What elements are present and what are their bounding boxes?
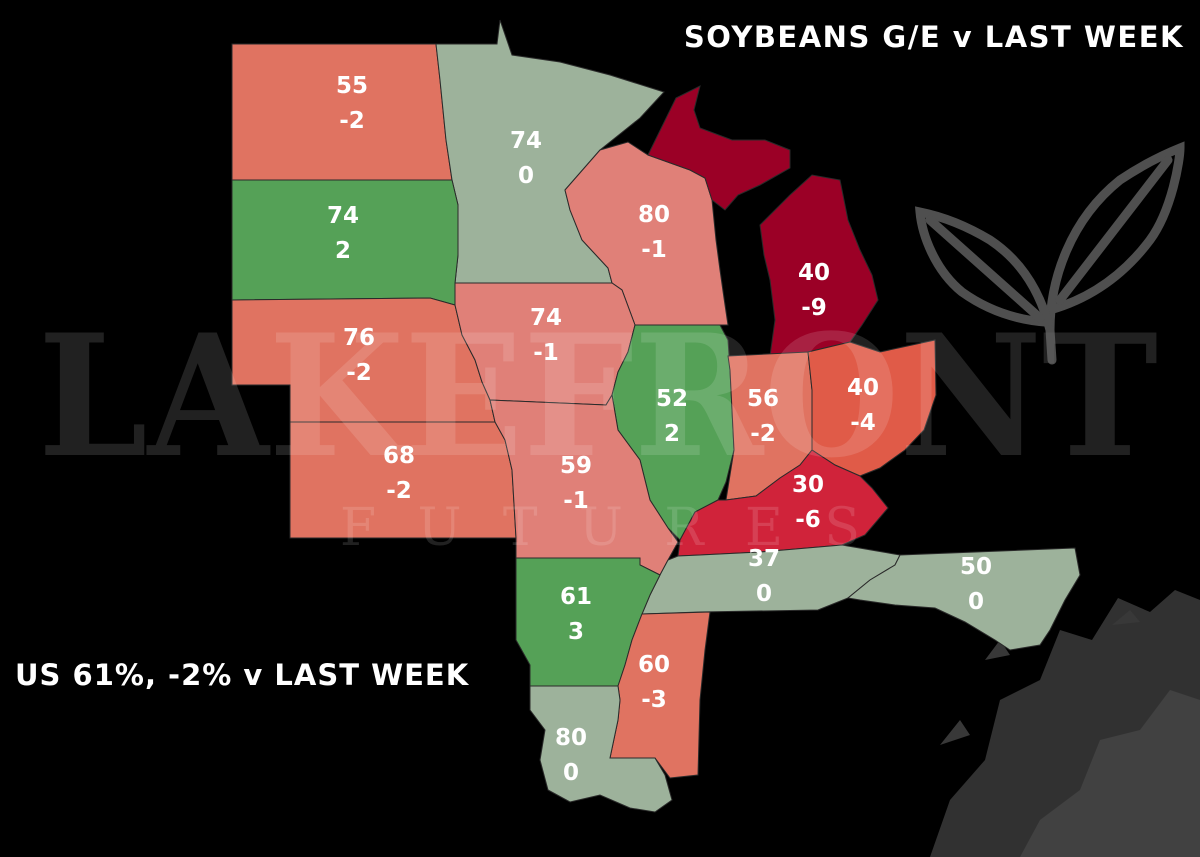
state-change-label-north-dakota: -2: [339, 108, 365, 134]
state-change-label-tennessee: 0: [756, 581, 772, 607]
state-ge-label-north-dakota: 55: [336, 73, 368, 99]
us-summary: US 61%, -2% v LAST WEEK: [15, 658, 470, 692]
state-north-carolina[interactable]: [846, 547, 1081, 651]
state-ge-label-arkansas: 61: [560, 584, 592, 610]
state-change-label-louisiana: 0: [563, 760, 579, 786]
leaf-logo-icon: [914, 141, 1185, 365]
state-ge-label-north-carolina: 50: [960, 554, 992, 580]
state-change-label-kansas: -2: [386, 478, 412, 504]
state-change-label-ohio: -4: [850, 410, 876, 436]
state-change-label-arkansas: 3: [568, 619, 584, 645]
state-wisconsin[interactable]: [564, 141, 729, 326]
state-change-label-wisconsin: -1: [641, 237, 667, 263]
state-ge-label-minnesota: 74: [510, 128, 542, 154]
state-change-label-south-dakota: 2: [335, 238, 351, 264]
state-ge-label-missouri: 59: [560, 453, 592, 479]
state-ge-label-kansas: 68: [383, 443, 415, 469]
state-ge-label-indiana: 56: [747, 386, 779, 412]
state-ge-label-mississippi: 60: [638, 652, 670, 678]
state-change-label-minnesota: 0: [518, 163, 534, 189]
watermark-sub: FUTURES: [340, 498, 860, 558]
state-change-label-kentucky: -6: [795, 507, 821, 533]
grunge-texture: [930, 590, 1200, 857]
state-change-label-illinois: 2: [664, 421, 680, 447]
state-ge-label-nebraska: 76: [343, 325, 375, 351]
state-change-label-michigan: -9: [801, 295, 827, 321]
state-change-label-missouri: -1: [563, 488, 589, 514]
state-change-label-nebraska: -2: [346, 360, 372, 386]
states-layer: [231, 19, 1081, 813]
state-ge-label-south-dakota: 74: [327, 203, 359, 229]
state-change-label-indiana: -2: [750, 421, 776, 447]
page-title: SOYBEANS G/E v LAST WEEK: [683, 20, 1184, 54]
state-ge-label-ohio: 40: [847, 375, 879, 401]
state-ge-label-kentucky: 30: [792, 472, 824, 498]
state-ge-label-iowa: 74: [530, 305, 562, 331]
state-change-label-north-carolina: 0: [968, 589, 984, 615]
state-louisiana[interactable]: [529, 685, 673, 813]
state-ge-label-michigan: 40: [798, 260, 830, 286]
state-change-label-iowa: -1: [533, 340, 559, 366]
state-ge-label-wisconsin: 80: [638, 202, 670, 228]
state-ge-label-tennessee: 37: [748, 546, 780, 572]
state-michigan-lp[interactable]: [759, 174, 879, 357]
state-ge-label-illinois: 52: [656, 386, 688, 412]
state-ge-label-louisiana: 80: [555, 725, 587, 751]
watermark: LAKEFRONT FUTURES: [38, 297, 1158, 558]
watermark-brand: LAKEFRONT: [38, 297, 1158, 495]
state-michigan-up[interactable]: [647, 85, 791, 211]
state-change-label-mississippi: -3: [641, 687, 667, 713]
state-labels: 55 -2 74 0 74 2 80 -1 40 -9 76 -2 74 -1 52 2 56 -2 40 -4 68 -…: [327, 73, 992, 786]
